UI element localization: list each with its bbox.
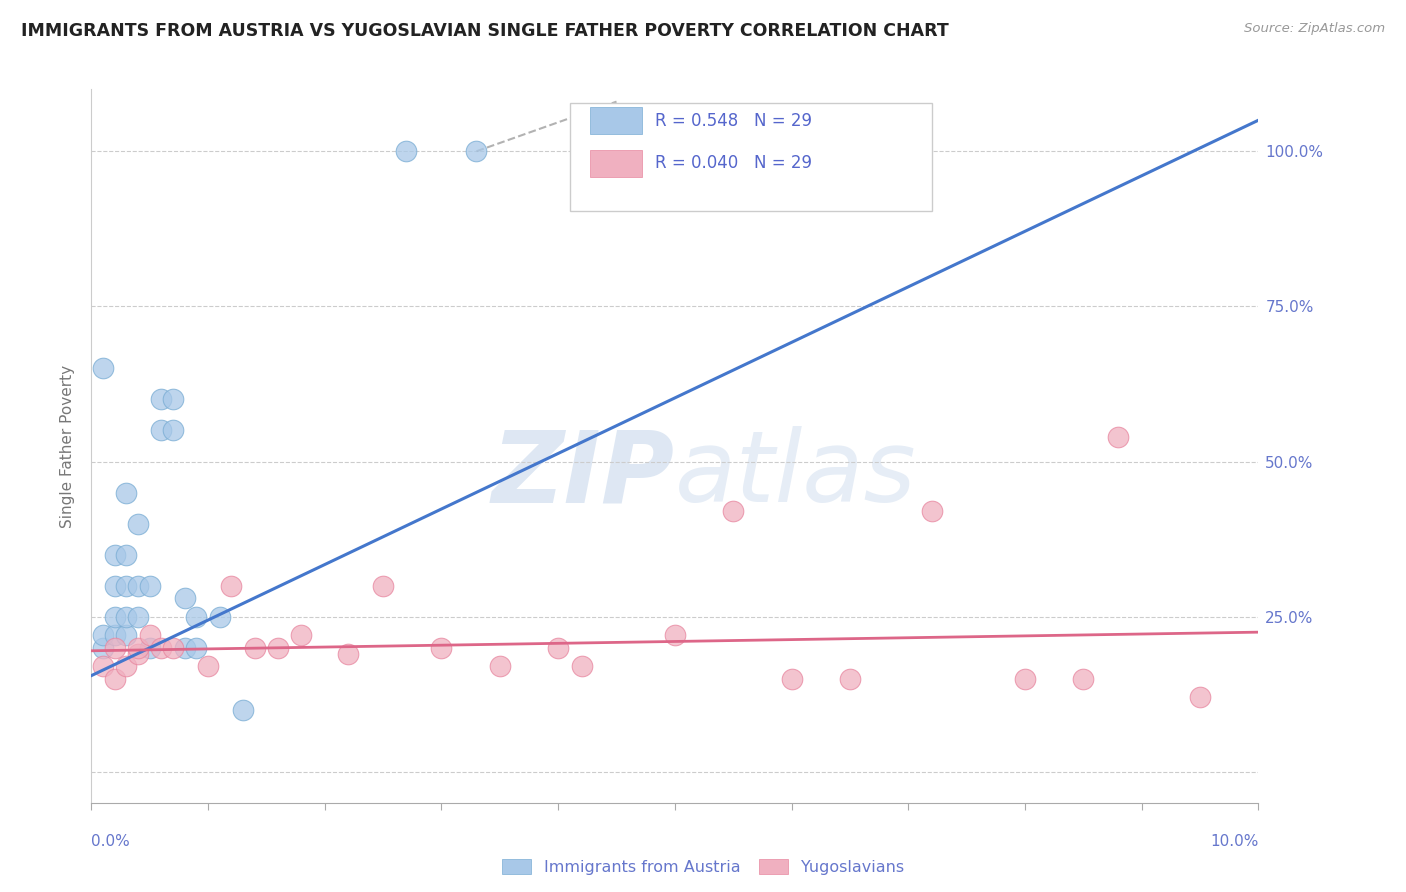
Point [138,628,162,642]
Point [127,516,149,531]
Point [138,640,162,655]
Point [115,659,138,673]
Point [921,504,943,518]
Point [723,504,745,518]
Point [104,579,127,593]
Point [91,361,114,376]
Point [430,640,453,655]
Point [267,640,290,655]
Point [127,609,149,624]
Text: atlas: atlas [675,426,917,523]
Text: ZIP: ZIP [492,426,675,523]
Point [115,609,138,624]
Point [91,628,114,642]
Text: IMMIGRANTS FROM AUSTRIA VS YUGOSLAVIAN SINGLE FATHER POVERTY CORRELATION CHART: IMMIGRANTS FROM AUSTRIA VS YUGOSLAVIAN S… [21,22,949,40]
Point [115,485,138,500]
Text: 0.0%: 0.0% [91,834,131,849]
Point [127,579,149,593]
Point [173,640,195,655]
Point [127,640,149,655]
Point [115,579,138,593]
Bar [589,107,643,134]
Y-axis label: Single Father Poverty: Single Father Poverty [60,365,76,527]
Point [221,579,243,593]
Point [838,672,860,686]
Point [371,579,394,593]
Point [290,628,312,642]
FancyBboxPatch shape [569,103,932,211]
Point [465,145,488,159]
Point [91,640,114,655]
Point [780,672,803,686]
Point [186,609,208,624]
Point [489,659,512,673]
Point [115,628,138,642]
Point [162,640,184,655]
Point [173,591,195,605]
Text: 10.0%: 10.0% [1211,834,1258,849]
Point [1107,430,1129,444]
Point [664,628,686,642]
Text: Source: ZipAtlas.com: Source: ZipAtlas.com [1244,22,1385,36]
Point [115,548,138,562]
Text: R = 0.548   N = 29: R = 0.548 N = 29 [655,112,813,129]
Point [104,640,127,655]
Point [232,703,254,717]
Bar [589,150,643,177]
Point [1189,690,1212,705]
Point [337,647,360,661]
Point [162,424,184,438]
Point [243,640,266,655]
Point [197,659,219,673]
Point [91,659,114,673]
Point [104,672,127,686]
Point [186,640,208,655]
Point [1073,672,1095,686]
Point [150,424,173,438]
Point [1014,672,1036,686]
Point [395,145,418,159]
Point [104,628,127,642]
Point [104,548,127,562]
Text: R = 0.040   N = 29: R = 0.040 N = 29 [655,154,813,172]
Point [104,609,127,624]
Point [571,659,593,673]
Point [208,609,231,624]
Point [547,640,569,655]
Point [150,640,173,655]
Point [138,579,162,593]
Point [150,392,173,407]
Point [162,392,184,407]
Point [127,647,149,661]
Legend: Immigrants from Austria, Yugoslavians: Immigrants from Austria, Yugoslavians [502,860,904,875]
